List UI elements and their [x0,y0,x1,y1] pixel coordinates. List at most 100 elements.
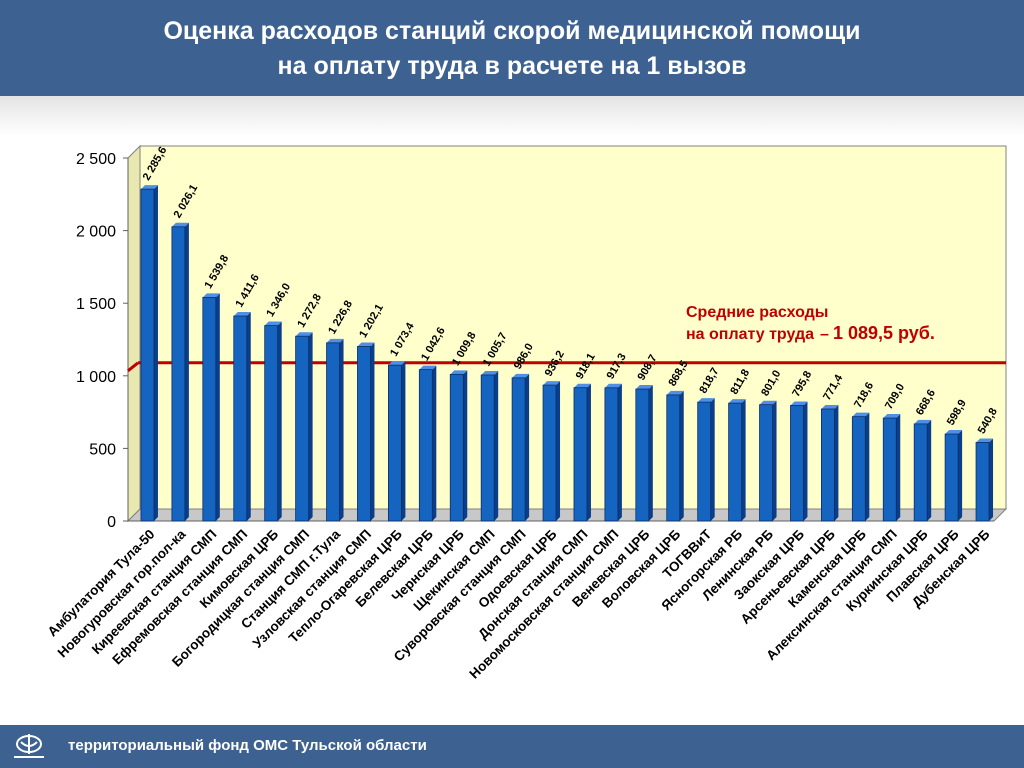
bar [264,321,282,522]
bar [604,383,622,522]
bar-top [295,332,313,337]
bar [697,398,715,522]
bar-side [494,370,499,521]
bar [573,383,591,522]
bar-side [277,321,282,521]
slide-header: Оценка расходов станций скорой медицинск… [0,0,1024,96]
bar-side [215,293,220,521]
bar-front [264,325,279,522]
bar-top [635,385,653,390]
bar-front [480,374,495,522]
bar-side [958,430,963,521]
y-tick-label: 1 000 [76,369,116,386]
bar-side [184,222,189,521]
bar-front [790,405,804,522]
bar-front [604,387,619,522]
average-label-text: на оплату труда [686,326,814,343]
bar-side [679,390,684,521]
bar-top [821,404,839,409]
bar-top [264,321,282,326]
bar [295,332,313,522]
bar [882,414,901,522]
bar-top [326,338,344,343]
bar-top [852,412,870,417]
foms-logo-icon [14,734,44,758]
bar-top [759,400,777,405]
bar-top [666,390,684,395]
plot-floor [126,508,1008,522]
bar [202,293,220,522]
bar-front [975,442,990,522]
bar-front [171,226,186,522]
bar-side [741,399,746,521]
bar-side [556,381,561,521]
slide-footer: территориальный фонд ОМС Тульской област… [0,725,1024,768]
bar-top [976,438,994,443]
average-label-line1: Средние расходы [686,304,828,321]
plot-left-wall [127,144,141,523]
footer-text: территориальный фонд ОМС Тульской област… [68,737,427,754]
bar-side [648,385,653,521]
bar-side [617,383,622,521]
slide-title-line1: Оценка расходов станций скорой медицинск… [163,17,861,45]
bar [820,404,839,522]
bar-front [944,433,959,522]
bar-top [883,414,901,419]
bar [975,438,994,522]
bar-top [604,383,622,388]
bar-front [573,387,588,522]
bar [233,312,251,522]
bar-front [635,388,650,522]
bar-front [851,416,866,522]
average-label-line2: на оплату труда –1 089,5 руб. [686,323,935,343]
bar-side [927,419,932,521]
bar [357,342,375,522]
bar [418,365,437,522]
bar-side [525,373,530,521]
bar-front [295,335,310,522]
bar [326,338,344,522]
bar-front [140,188,155,522]
average-label-dash: – [820,326,829,343]
bar-side [339,338,344,521]
bar-top [202,293,220,298]
bar-top [419,365,437,370]
bar-front [820,408,835,522]
bar-front [542,384,557,522]
bar [171,222,189,522]
average-label-value: 1 089,5 руб. [833,323,935,343]
bar-front [387,364,402,522]
bar-side [153,185,158,522]
bar-side [865,412,870,521]
slide-title-line2: на оплату труда в расчете на 1 вызов [277,52,747,80]
bar-top [697,398,715,403]
y-tick-label: 2 500 [76,151,116,168]
bar-side [432,365,437,521]
category-label: Новогуровская гор.пол-ка [55,526,189,660]
bar [851,412,870,522]
bar-side [834,404,839,521]
bar-side [772,400,777,521]
bar-side [463,370,468,521]
bar-side [401,361,406,521]
bar [480,370,499,522]
bar [542,381,561,522]
bar-top [140,185,158,190]
bar-front [697,401,712,522]
bar [666,390,684,522]
bar-front [357,346,371,522]
bar [944,430,963,522]
bar-side [586,383,591,521]
bar-front [233,315,248,522]
bar [635,385,653,522]
y-tick-label: 0 [107,514,116,531]
bar [759,400,777,522]
bar-front [449,373,464,522]
y-tick-label: 1 500 [76,296,116,313]
bar-top [481,370,499,375]
bar-top [450,370,468,375]
bar-top [357,342,375,347]
bar-top [171,222,189,227]
bar-side [710,398,715,521]
